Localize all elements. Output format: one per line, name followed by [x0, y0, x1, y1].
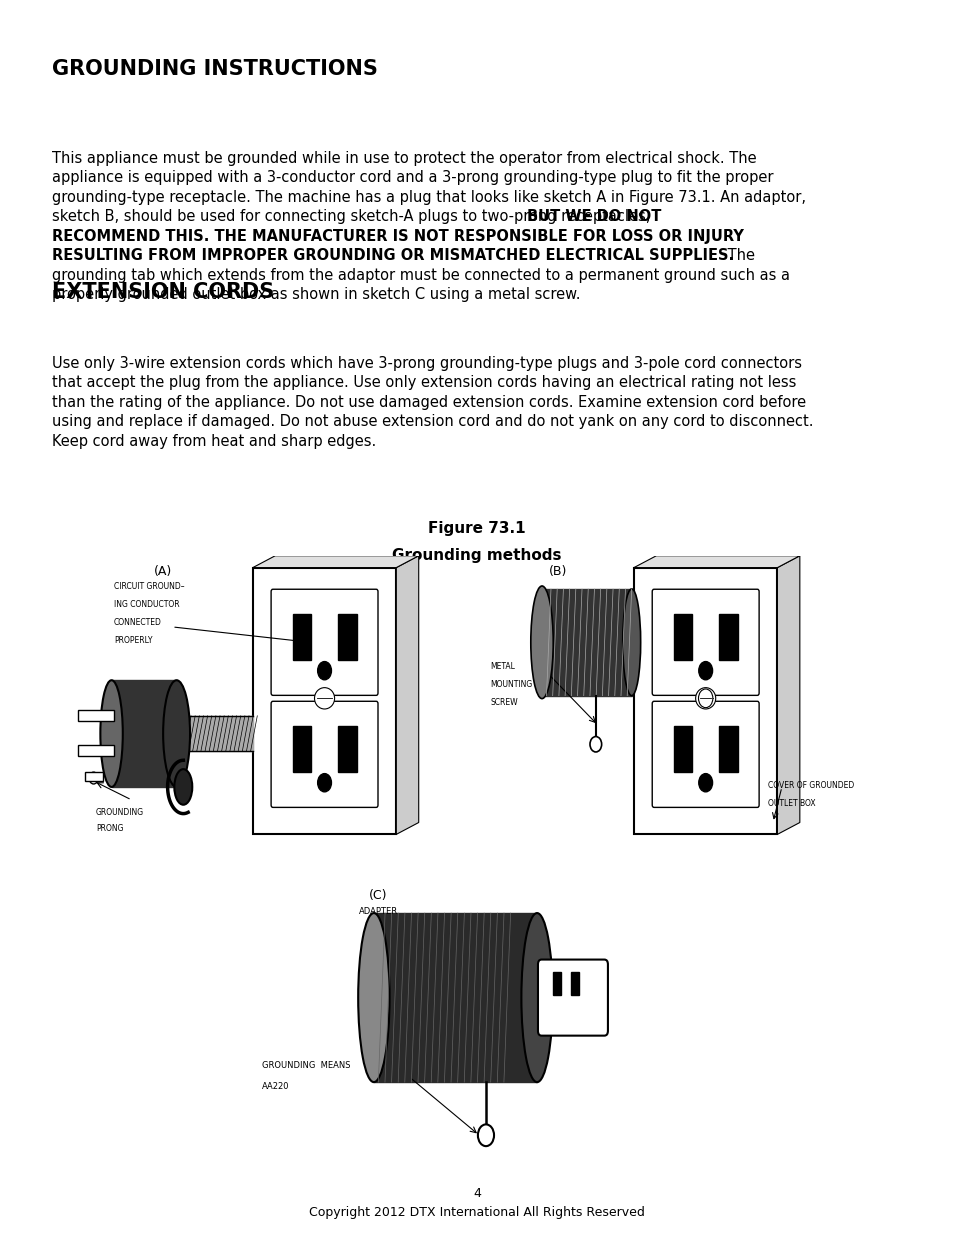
Bar: [719, 726, 737, 772]
Text: GROUNDING: GROUNDING: [95, 808, 144, 816]
Text: sketch B, should be used for connecting sketch-A plugs to two-prong receptacles,: sketch B, should be used for connecting …: [52, 209, 655, 225]
Ellipse shape: [521, 913, 552, 1082]
Text: ING CONDUCTOR: ING CONDUCTOR: [113, 600, 179, 609]
Polygon shape: [374, 913, 537, 1082]
Polygon shape: [541, 589, 631, 695]
Bar: [253, 568, 395, 835]
Bar: [293, 726, 311, 772]
Polygon shape: [395, 556, 418, 835]
Circle shape: [317, 662, 331, 679]
Text: MOUNTING: MOUNTING: [490, 680, 532, 689]
Text: GROUNDING  MEANS: GROUNDING MEANS: [261, 1061, 350, 1070]
Text: (C): (C): [369, 889, 387, 902]
Bar: [552, 972, 560, 994]
Text: properly grounded outlet box as shown in sketch C using a metal screw.: properly grounded outlet box as shown in…: [52, 288, 580, 303]
Circle shape: [477, 1124, 494, 1146]
Ellipse shape: [695, 688, 715, 709]
Text: OUTLET BOX: OUTLET BOX: [767, 799, 815, 808]
Text: using and replace if damaged. Do not abuse extension cord and do not yank on any: using and replace if damaged. Do not abu…: [52, 414, 813, 430]
Ellipse shape: [314, 688, 335, 709]
Text: that accept the plug from the appliance. Use only extension cords having an elec: that accept the plug from the appliance.…: [52, 375, 796, 390]
Text: SCREW: SCREW: [490, 698, 517, 706]
Text: CONNECTED: CONNECTED: [113, 618, 161, 627]
Ellipse shape: [357, 913, 389, 1082]
FancyBboxPatch shape: [652, 589, 759, 695]
Text: COVER OF GROUNDED: COVER OF GROUNDED: [767, 781, 854, 790]
FancyBboxPatch shape: [271, 701, 377, 808]
Polygon shape: [176, 716, 253, 751]
Bar: [78, 746, 113, 756]
Text: Keep cord away from heat and sharp edges.: Keep cord away from heat and sharp edges…: [52, 433, 376, 448]
Text: This appliance must be grounded while in use to protect the operator from electr: This appliance must be grounded while in…: [52, 151, 757, 165]
Text: appliance is equipped with a 3-conductor cord and a 3-prong grounding-type plug : appliance is equipped with a 3-conductor…: [52, 170, 773, 185]
Bar: [337, 726, 356, 772]
Bar: [673, 726, 692, 772]
Polygon shape: [777, 556, 799, 835]
Bar: [673, 615, 692, 659]
Text: 4: 4: [473, 1187, 480, 1200]
Text: METAL: METAL: [490, 662, 515, 672]
Text: PROPERLY: PROPERLY: [113, 636, 152, 645]
Ellipse shape: [174, 769, 193, 805]
Text: The: The: [722, 248, 755, 263]
Text: Figure 73.1: Figure 73.1: [428, 521, 525, 536]
Ellipse shape: [163, 680, 190, 787]
FancyBboxPatch shape: [271, 589, 377, 695]
FancyBboxPatch shape: [652, 701, 759, 808]
Text: Use only 3-wire extension cords which have 3-prong grounding-type plugs and 3-po: Use only 3-wire extension cords which ha…: [52, 356, 801, 370]
Circle shape: [589, 736, 601, 752]
Text: Copyright 2012 DTX International All Rights Reserved: Copyright 2012 DTX International All Rig…: [309, 1205, 644, 1219]
Circle shape: [698, 662, 712, 679]
Polygon shape: [633, 556, 799, 568]
Polygon shape: [253, 556, 418, 568]
Text: GROUNDING INSTRUCTIONS: GROUNDING INSTRUCTIONS: [52, 59, 378, 79]
Bar: [293, 615, 311, 659]
Text: Grounding methods: Grounding methods: [392, 548, 561, 563]
Ellipse shape: [530, 585, 553, 699]
Bar: [633, 568, 777, 835]
Text: CIRCUIT GROUND–: CIRCUIT GROUND–: [113, 583, 184, 592]
Circle shape: [317, 773, 331, 792]
Text: ADAPTER: ADAPTER: [358, 906, 397, 916]
Text: RECOMMEND THIS. THE MANUFACTURER IS NOT RESPONSIBLE FOR LOSS OR INJURY: RECOMMEND THIS. THE MANUFACTURER IS NOT …: [52, 228, 743, 243]
Bar: [337, 615, 356, 659]
Text: RESULTING FROM IMPROPER GROUNDING OR MISMATCHED ELECTRICAL SUPPLIES.: RESULTING FROM IMPROPER GROUNDING OR MIS…: [52, 248, 734, 263]
FancyBboxPatch shape: [537, 960, 607, 1036]
Ellipse shape: [100, 680, 123, 787]
Text: grounding-type receptacle. The machine has a plug that looks like sketch A in Fi: grounding-type receptacle. The machine h…: [52, 190, 805, 205]
Text: EXTENSION CORDS: EXTENSION CORDS: [52, 282, 274, 301]
Bar: [85, 772, 103, 781]
Text: than the rating of the appliance. Do not use damaged extension cords. Examine ex: than the rating of the appliance. Do not…: [52, 395, 805, 410]
Text: grounding tab which extends from the adaptor must be connected to a permanent gr: grounding tab which extends from the ada…: [52, 268, 790, 283]
Bar: [570, 972, 578, 994]
Text: (A): (A): [153, 564, 172, 578]
Bar: [719, 615, 737, 659]
Polygon shape: [112, 680, 176, 787]
Bar: [78, 710, 113, 720]
Ellipse shape: [622, 589, 640, 695]
Ellipse shape: [698, 689, 712, 708]
Circle shape: [698, 773, 712, 792]
Text: BUT WE DO NOT: BUT WE DO NOT: [526, 209, 660, 225]
Text: AA220: AA220: [261, 1082, 289, 1092]
Circle shape: [89, 772, 98, 784]
Text: PRONG: PRONG: [95, 824, 123, 832]
Text: (B): (B): [548, 564, 566, 578]
